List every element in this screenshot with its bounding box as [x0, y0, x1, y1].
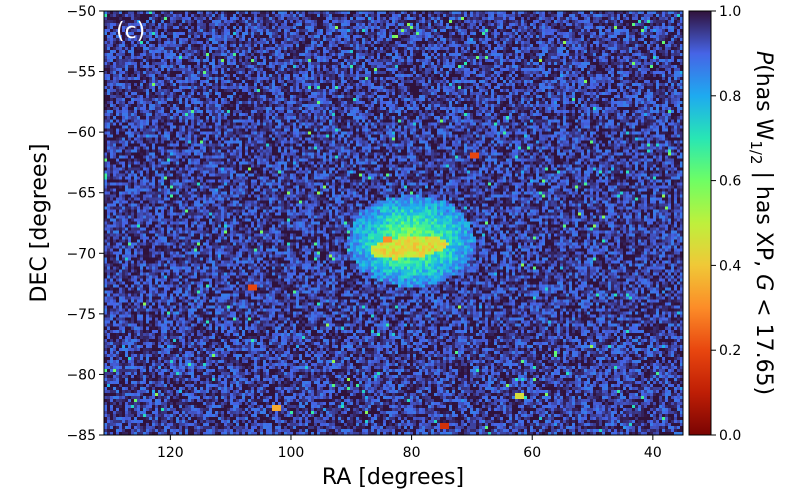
- colorbar: [688, 10, 712, 436]
- heatmap-image: [104, 11, 683, 435]
- y-tick-label: −70: [66, 246, 96, 262]
- colorbar-tick-label: 0.2: [719, 343, 741, 359]
- y-tick-label: −80: [66, 367, 96, 383]
- colorbar-label-sub: 1/2: [747, 140, 765, 164]
- y-axis-label: DEC [degrees]: [27, 144, 52, 303]
- colorbar-label-g: G: [751, 274, 776, 291]
- y-tick-label: −50: [66, 4, 96, 20]
- colorbar-tick-label: 0.6: [719, 174, 741, 190]
- colorbar-ticks: 0.0 0.2 0.4 0.6 0.8 1.0: [711, 4, 741, 444]
- y-tick-label: −65: [66, 186, 96, 202]
- y-tick-label: −75: [66, 307, 96, 323]
- colorbar-label-mid: | has XP,: [751, 164, 776, 274]
- panel-label: (c): [116, 19, 145, 44]
- colorbar-label: P(has W1/2 | has XP, G < 17.65): [747, 51, 776, 395]
- x-tick-label: 100: [278, 445, 305, 461]
- x-axis-label: RA [degrees]: [322, 465, 464, 490]
- y-tick-label: −60: [66, 125, 96, 141]
- plot-frame: [103, 10, 684, 436]
- x-tick-label: 80: [403, 445, 421, 461]
- y-tick-label: −85: [66, 428, 96, 444]
- colorbar-label-p: P: [751, 51, 776, 65]
- x-tick-label: 40: [644, 445, 662, 461]
- colorbar-tick-label: 1.0: [719, 4, 741, 20]
- y-tick-label: −55: [66, 65, 96, 81]
- x-axis: 120 100 80 60 40: [157, 435, 662, 461]
- colorbar-tick-label: 0.4: [719, 258, 741, 274]
- x-tick-label: 60: [523, 445, 541, 461]
- colorbar-tick-label: 0.0: [719, 428, 741, 444]
- colorbar-label-main: (has W: [751, 64, 776, 140]
- colorbar-label-suffix: < 17.65): [751, 291, 776, 395]
- y-axis: −50 −55 −60 −65 −70 −75 −80 −85: [66, 4, 104, 444]
- x-tick-label: 120: [157, 445, 184, 461]
- colorbar-tick-label: 0.8: [719, 89, 741, 105]
